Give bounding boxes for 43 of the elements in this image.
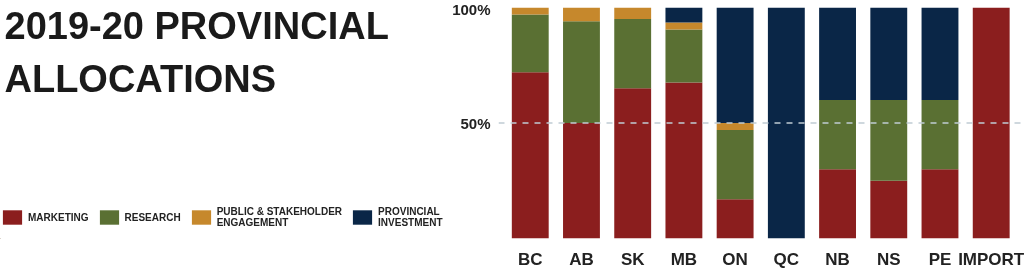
x-tick-label: PE (928, 249, 952, 269)
bar (870, 7, 908, 100)
bar (870, 99, 908, 181)
bar (716, 129, 754, 200)
bar (767, 7, 805, 239)
legend-label: RESEARCH (124, 211, 181, 223)
bar (511, 72, 549, 239)
bar (614, 19, 652, 89)
y-tick-label: 50% (460, 114, 491, 132)
bar (819, 169, 856, 239)
x-tick-label: SK (620, 249, 646, 269)
bar (511, 14, 549, 73)
x-tick-label: MB (670, 249, 698, 269)
bar (819, 7, 856, 100)
bar (614, 7, 652, 20)
bar (665, 29, 703, 83)
legend-label: MARKETING (28, 211, 89, 223)
bar (563, 123, 600, 239)
bar (921, 7, 959, 100)
bar (563, 21, 600, 123)
bar (716, 123, 754, 130)
bar (921, 169, 959, 239)
x-tick-label: NB (825, 249, 850, 269)
bar (665, 7, 703, 23)
y-tick-label: 100% (452, 0, 491, 18)
x-tick-label: BC (517, 249, 543, 269)
bar (665, 82, 703, 239)
bar (870, 180, 908, 239)
legend-label: PUBLIC & STAKEHOLDER ENGAGEMENT (216, 206, 343, 228)
legend-label: PROVINCIAL INVESTMENT (378, 206, 443, 228)
x-tick-label: AB (569, 249, 594, 269)
x-tick-label: IMPORT (958, 249, 1024, 269)
x-tick-label: ON (722, 249, 748, 269)
bar (563, 7, 600, 22)
bar (819, 99, 856, 170)
bar (716, 7, 754, 123)
bar (972, 7, 1010, 239)
bar (921, 99, 959, 170)
x-tick-label: QC (773, 249, 800, 269)
x-tick-label: NS (876, 249, 901, 269)
bar (614, 88, 652, 239)
text: 2019-20 PROVINCIAL ALLOCATIONS (4, 4, 389, 100)
bar (716, 199, 754, 239)
